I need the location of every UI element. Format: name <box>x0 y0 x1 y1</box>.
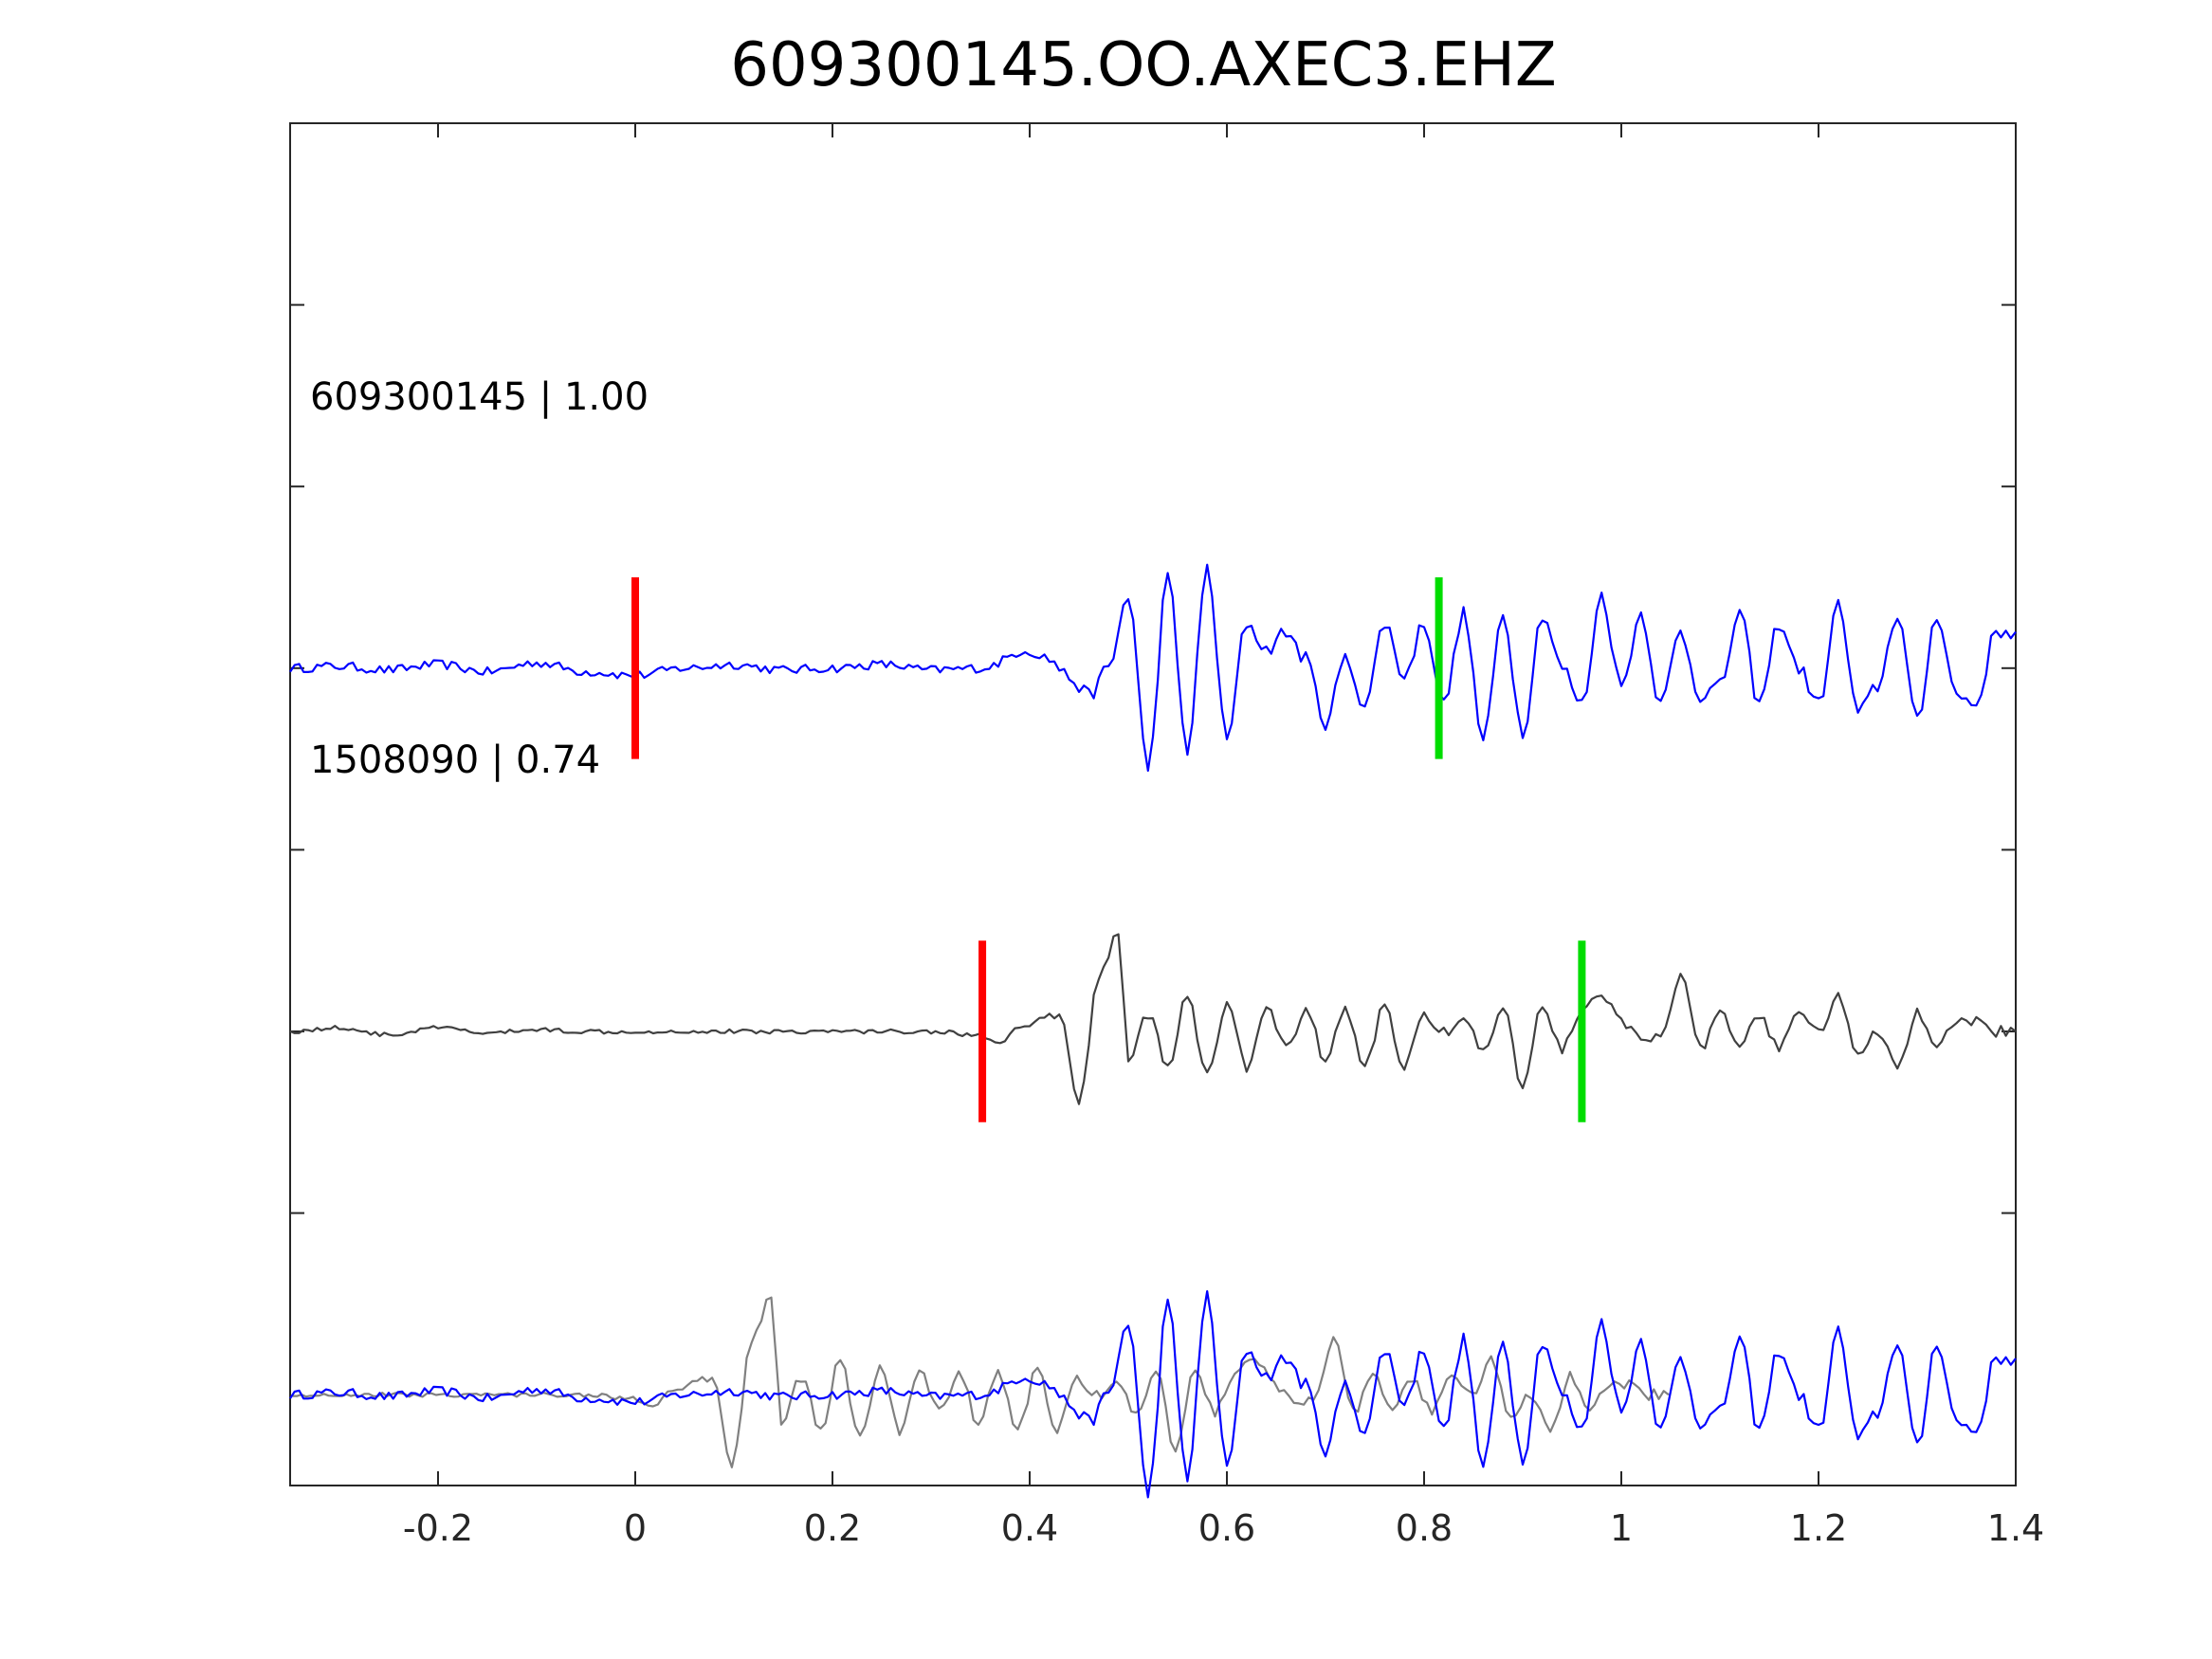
trace-label-1508090: 1508090 | 0.74 <box>310 738 600 782</box>
pick-markers <box>631 577 1586 1122</box>
x-tick-label: -0.2 <box>403 1507 473 1549</box>
plot-frame <box>289 122 2017 1486</box>
series-609300145 <box>289 563 2017 773</box>
x-tick-label: 0.8 <box>1396 1507 1453 1549</box>
x-tick-label: 0.6 <box>1198 1507 1255 1549</box>
x-tick-label: 1.4 <box>1987 1507 2044 1549</box>
x-tick-label: 0 <box>624 1507 647 1549</box>
x-tick-labels: -0.2 0 0.2 0.4 0.6 0.8 1 1.2 1.4 <box>403 1507 2044 1549</box>
series-aligned-609300145 <box>289 1290 2017 1499</box>
trace-label-609300145: 609300145 | 1.00 <box>310 375 649 419</box>
axis-ticks <box>290 123 2017 1486</box>
x-tick-label: 1 <box>1610 1507 1633 1549</box>
x-tick-label: 0.4 <box>1001 1507 1058 1549</box>
traces <box>289 563 2017 1499</box>
x-tick-label: 1.2 <box>1790 1507 1847 1549</box>
trace-labels: 609300145 | 1.00 1508090 | 0.74 <box>310 375 649 782</box>
chart-title: 609300145.OO.AXEC3.EHZ <box>730 30 1557 100</box>
series-1508090 <box>289 933 2017 1105</box>
x-tick-label: 0.2 <box>804 1507 861 1549</box>
series-aligned-1508090 <box>292 1296 1670 1468</box>
